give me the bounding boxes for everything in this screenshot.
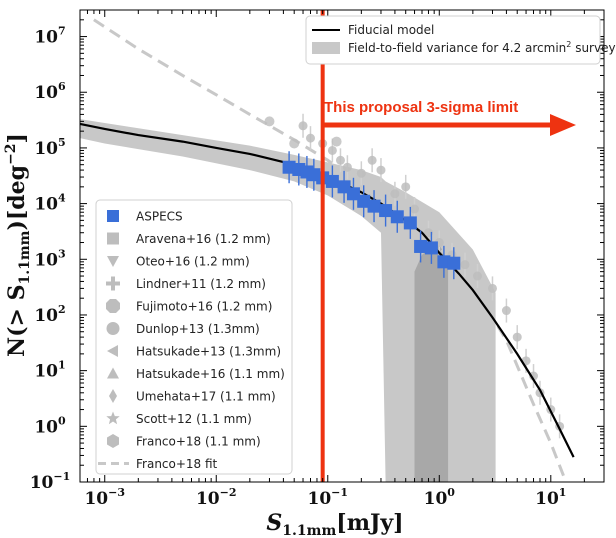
legend-entry-label: Oteo+16 (1.2 mm) [136, 255, 250, 269]
y-tick-label: 103 [34, 247, 65, 270]
aspecs-point [390, 210, 404, 224]
x-axis-title: S1.1mm[mJy] [266, 510, 403, 538]
literature-point [305, 133, 315, 143]
legend-variance-label: Field-to-field variance for 4.2 arcmin2 … [348, 40, 616, 55]
y-tick-label: 105 [34, 136, 65, 159]
literature-point [327, 145, 337, 155]
legend-entry-label: ASPECS [136, 210, 183, 224]
limit-arrow-head [550, 114, 576, 136]
literature-point [264, 116, 275, 127]
plot-area [79, 10, 576, 482]
limit-annotation: This proposal 3-sigma limit [324, 99, 518, 116]
literature-point [487, 283, 497, 293]
literature-point [367, 155, 377, 165]
left-legend: ASPECS Aravena+16 (1.2 mm) Oteo+16 (1.2 mm… [95, 199, 293, 475]
legend-marker-triangle-up [107, 367, 119, 379]
legend-entry-label: Dunlop+13 (1.3mm) [136, 322, 260, 336]
y-tick-label: 107 [34, 25, 65, 48]
legend-marker-circle [106, 322, 120, 335]
x-tick-label: 10−2 [196, 486, 237, 509]
literature-point [376, 165, 386, 175]
y-tick-label: 106 [34, 80, 66, 103]
legend-entry-label: Hatsukade+16 (1.1 mm) [136, 367, 285, 381]
legend-marker-triangle-left [107, 345, 118, 357]
left-legend-frame [95, 199, 293, 475]
aspecs-point [437, 255, 451, 269]
literature-point [289, 138, 300, 149]
legend-marker-hexagon [107, 434, 119, 448]
legend-variance-swatch [312, 42, 340, 54]
legend-entry-label: Hatsukade+13 (1.3mm) [136, 345, 281, 359]
legend-marker-diamond [109, 389, 117, 403]
legend-entry-label: Scott+12 (1.1 mm) [136, 412, 252, 426]
x-tick-label: 100 [424, 486, 456, 509]
y-tick-label: 102 [34, 303, 65, 326]
literature-point [390, 189, 400, 199]
literature-point [356, 168, 366, 178]
legend-marker-plus [106, 276, 120, 291]
aspecs-point [424, 241, 438, 255]
aspecs-point [357, 194, 371, 208]
literature-point [342, 162, 352, 172]
aspecs-point [414, 239, 428, 253]
literature-point [529, 371, 539, 381]
literature-point [410, 204, 420, 214]
aspecs-point [346, 187, 360, 201]
y-tick-label: 100 [34, 414, 66, 437]
legend-entry-label: Franco+18 (1.1 mm) [136, 435, 261, 449]
limit-annotation-text: This proposal 3-sigma limit [324, 99, 518, 116]
legend-marker-square [107, 210, 119, 222]
x-tick-label: 10−3 [84, 486, 125, 509]
plot-frame [79, 9, 605, 483]
legend-marker-star [106, 411, 120, 425]
legend-marker-square [107, 232, 119, 245]
legend-entry-label: Franco+18 fit [136, 457, 218, 471]
literature-point [472, 271, 482, 281]
aspecs-point [325, 174, 339, 188]
axes: 10−3 10−2 10−1 100 101 10−1 100 101 102 103 104 105… [30, 9, 605, 509]
literature-point [331, 136, 342, 147]
literature-point [401, 182, 411, 192]
top-legend: Fiducial model Field-to-field variance f… [305, 15, 616, 65]
y-tick-label: 101 [34, 359, 65, 382]
aspecs-point [379, 204, 393, 218]
y-axis-title: N(> S1.1mm)[deg−2] [3, 133, 33, 357]
y-tick-label: 104 [34, 192, 66, 215]
legend-fiducial-label: Fiducial model [348, 23, 434, 37]
literature-point [335, 155, 345, 165]
aspecs-point [403, 216, 417, 230]
x-tick-label: 101 [535, 486, 566, 509]
x-tick-label: 10−1 [307, 486, 348, 509]
legend-entry-label: Umehata+17 (1.1 mm) [136, 390, 276, 404]
legend-marker-octagon [106, 299, 120, 313]
literature-point [298, 121, 308, 131]
literature-point [512, 332, 522, 342]
literature-point [460, 260, 470, 270]
aspecs-point [447, 256, 461, 270]
top-legend-frame [305, 15, 601, 65]
legend-entry-label: Fujimoto+16 (1.2 mm) [136, 300, 272, 314]
legend-entry-label: Lindner+11 (1.2 mm) [136, 277, 266, 291]
aspecs-point [367, 199, 381, 213]
y-tick-label: 10−1 [30, 470, 71, 493]
variance-band-inner [414, 245, 449, 482]
legend-entry-label: Aravena+16 (1.2 mm) [136, 232, 271, 246]
literature-point [501, 306, 511, 316]
legend-marker-triangle-down [107, 256, 119, 267]
